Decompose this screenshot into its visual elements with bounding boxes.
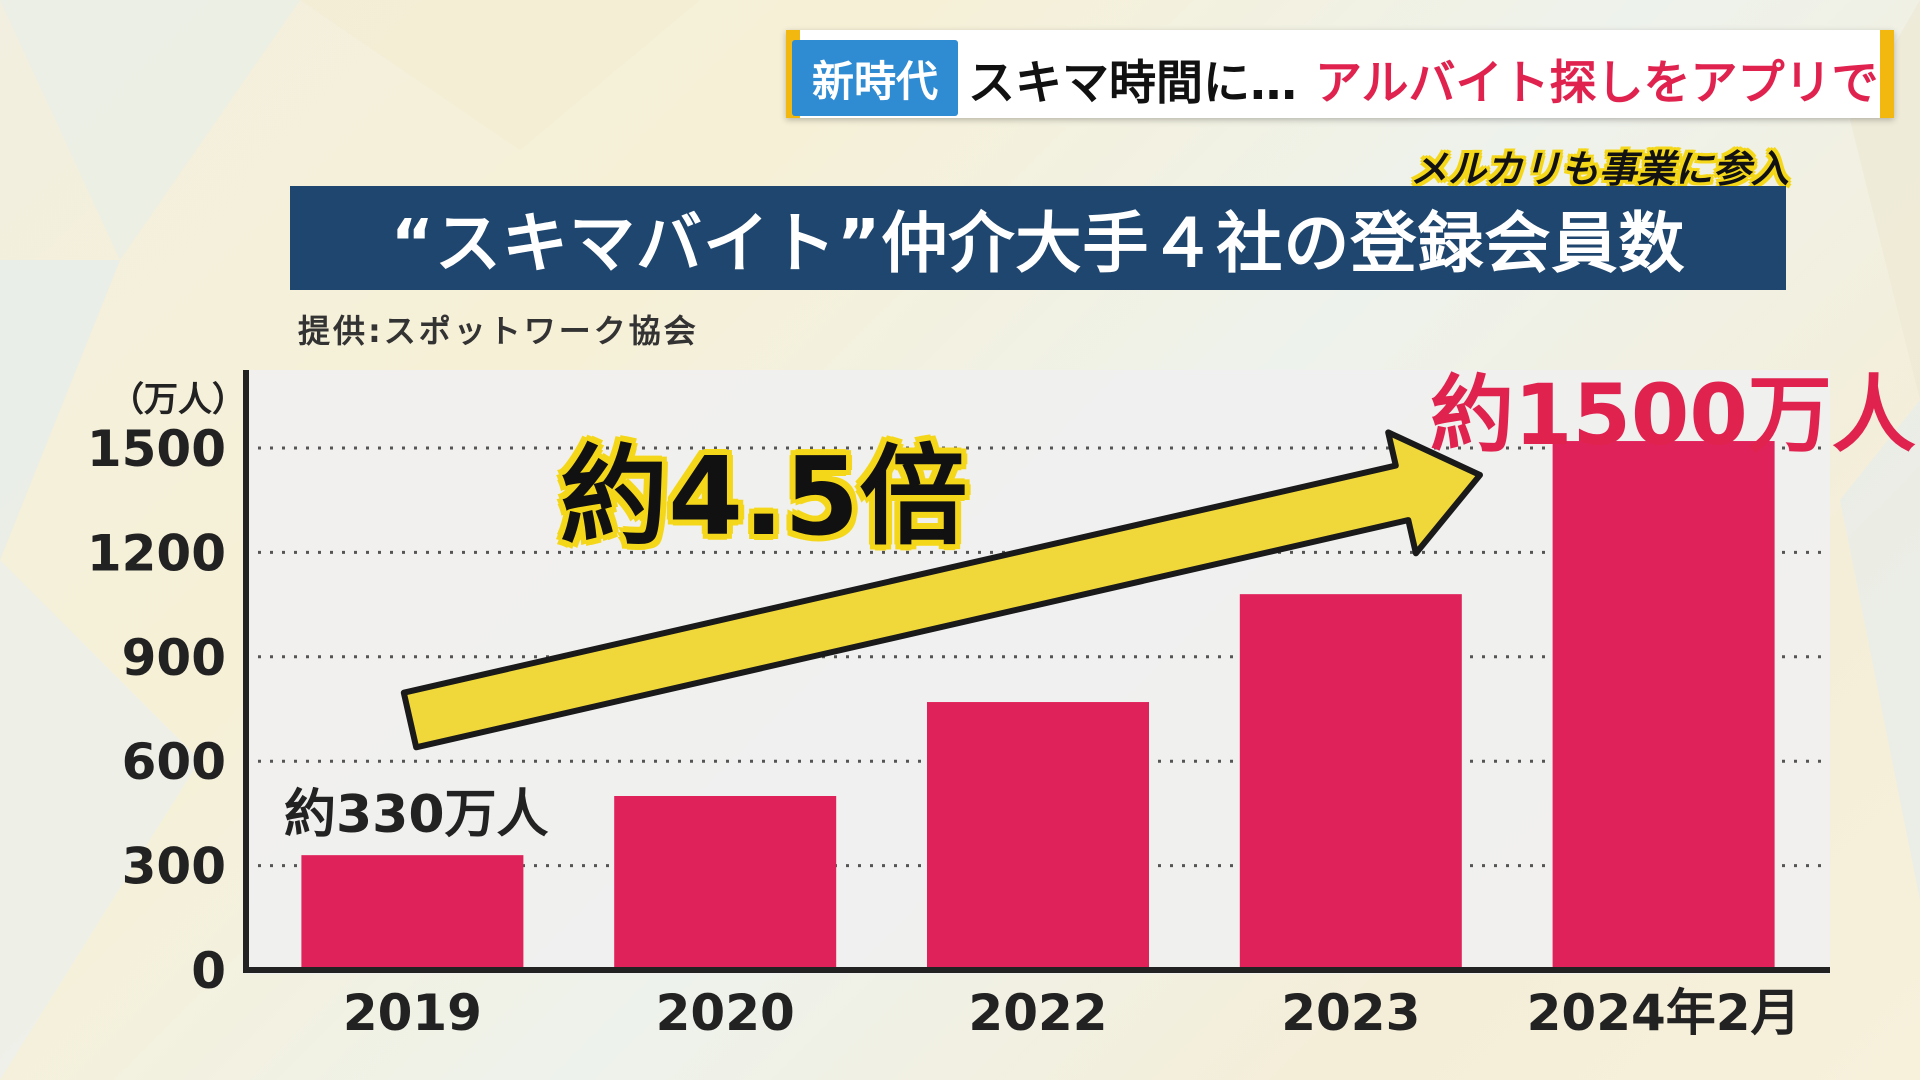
bar	[1552, 441, 1775, 967]
annotation-first-value: 約330万人	[284, 785, 549, 845]
growth-arrow	[400, 429, 1483, 751]
x-tick-label: 2020	[656, 984, 795, 1042]
bar	[301, 855, 524, 967]
y-axis-unit-label: （万人）	[110, 380, 246, 420]
chart-source: 提供:スポットワーク協会	[298, 312, 699, 350]
y-tick-label: 1500	[87, 420, 226, 478]
y-tick-label: 0	[191, 942, 226, 1000]
x-tick-label: 2024年2月	[1527, 984, 1801, 1042]
headline-tag: 新時代	[792, 40, 958, 116]
headline-text-red: アルバイト探しをアプリで	[1315, 55, 1879, 111]
headline-text: スキマ時間に… アルバイト探しをアプリで	[968, 40, 1879, 116]
y-tick-label: 1200	[87, 524, 226, 582]
y-tick-label: 900	[122, 629, 226, 687]
bar	[614, 796, 837, 967]
y-tick-label: 600	[122, 733, 226, 791]
headline-text-black: スキマ時間に…	[968, 55, 1297, 111]
x-tick-label: 2022	[968, 984, 1107, 1042]
chart-title: “スキマバイト”仲介大手４社の登録会員数	[290, 186, 1786, 290]
subheadline: メルカリも事業に参入	[1410, 147, 1789, 191]
x-tick-label: 2023	[1281, 984, 1420, 1042]
bar	[1239, 594, 1462, 967]
annotation-growth-multiplier: 約4.5倍	[560, 435, 968, 560]
annotation-last-value: 約1500万人	[1430, 366, 1916, 464]
bar	[927, 702, 1149, 967]
x-tick-label: 2019	[343, 984, 482, 1042]
y-tick-label: 300	[122, 838, 226, 896]
